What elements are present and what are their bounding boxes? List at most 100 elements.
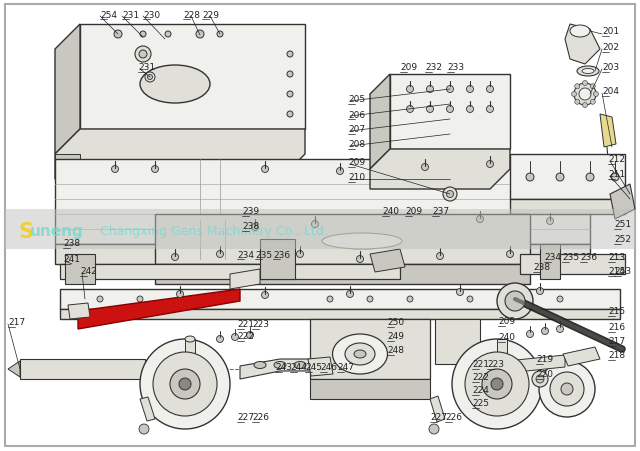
Polygon shape xyxy=(435,319,480,364)
Text: 217: 217 xyxy=(8,318,25,327)
Text: uneng: uneng xyxy=(30,224,84,239)
Circle shape xyxy=(539,361,595,417)
Polygon shape xyxy=(260,239,295,279)
Polygon shape xyxy=(430,396,445,422)
Polygon shape xyxy=(155,215,530,264)
Text: 217: 217 xyxy=(608,337,625,346)
Circle shape xyxy=(140,339,230,429)
Polygon shape xyxy=(520,254,625,274)
Polygon shape xyxy=(55,25,80,155)
Circle shape xyxy=(443,188,457,202)
Circle shape xyxy=(465,352,529,416)
Polygon shape xyxy=(20,359,145,379)
Text: 211: 211 xyxy=(608,170,625,179)
Text: 241: 241 xyxy=(63,255,80,264)
Circle shape xyxy=(232,334,239,341)
Polygon shape xyxy=(563,347,600,366)
Circle shape xyxy=(367,296,373,302)
Circle shape xyxy=(575,100,580,105)
Circle shape xyxy=(536,288,543,295)
Text: 237: 237 xyxy=(432,207,449,216)
Circle shape xyxy=(287,112,293,118)
Text: 205: 205 xyxy=(348,95,365,104)
Text: 229: 229 xyxy=(202,10,219,19)
Ellipse shape xyxy=(185,336,195,342)
Circle shape xyxy=(541,328,548,335)
Text: 238: 238 xyxy=(63,239,80,248)
Text: 223: 223 xyxy=(252,320,269,329)
Text: 254: 254 xyxy=(100,10,117,19)
Text: 244: 244 xyxy=(290,363,307,372)
Circle shape xyxy=(527,331,534,338)
Ellipse shape xyxy=(294,362,306,368)
Text: 238: 238 xyxy=(242,222,259,231)
Text: 234: 234 xyxy=(237,250,254,259)
Circle shape xyxy=(486,86,493,93)
Polygon shape xyxy=(68,304,90,319)
Circle shape xyxy=(147,75,152,80)
Circle shape xyxy=(356,256,364,263)
Text: 247: 247 xyxy=(337,363,354,372)
Text: 220: 220 xyxy=(536,370,553,379)
Circle shape xyxy=(467,106,474,113)
Text: 221: 221 xyxy=(472,360,489,368)
Polygon shape xyxy=(55,160,590,244)
Circle shape xyxy=(177,291,184,298)
Text: 224: 224 xyxy=(472,386,489,395)
Text: 213: 213 xyxy=(608,253,625,262)
Circle shape xyxy=(216,251,223,258)
Text: 225: 225 xyxy=(472,399,489,408)
Polygon shape xyxy=(610,184,635,220)
Polygon shape xyxy=(78,290,240,329)
Circle shape xyxy=(139,424,149,434)
Text: 218: 218 xyxy=(608,351,625,360)
Circle shape xyxy=(550,372,584,406)
Text: 207: 207 xyxy=(348,125,365,134)
Text: 238: 238 xyxy=(533,263,550,272)
Circle shape xyxy=(111,166,118,173)
Circle shape xyxy=(590,100,595,105)
Text: 209: 209 xyxy=(405,207,422,216)
Circle shape xyxy=(590,84,595,89)
Circle shape xyxy=(177,296,183,302)
Text: 204: 204 xyxy=(602,87,619,96)
Circle shape xyxy=(526,174,534,182)
Text: 236: 236 xyxy=(580,253,597,262)
Circle shape xyxy=(179,378,191,390)
Circle shape xyxy=(170,369,200,399)
Text: 223: 223 xyxy=(487,360,504,368)
Circle shape xyxy=(422,164,429,171)
Text: 227: 227 xyxy=(430,413,447,422)
Text: 250: 250 xyxy=(387,318,404,327)
Circle shape xyxy=(497,283,533,319)
Circle shape xyxy=(532,371,548,387)
Circle shape xyxy=(547,218,554,225)
Circle shape xyxy=(447,191,454,198)
Circle shape xyxy=(486,161,493,168)
Circle shape xyxy=(467,296,473,302)
Text: 216: 216 xyxy=(608,323,625,332)
Text: 215: 215 xyxy=(608,307,625,316)
Text: 253: 253 xyxy=(614,267,631,276)
Circle shape xyxy=(135,47,151,63)
Text: 236: 236 xyxy=(273,250,290,259)
Circle shape xyxy=(287,92,293,98)
Text: 245: 245 xyxy=(305,363,322,372)
Circle shape xyxy=(482,369,512,399)
Text: 206: 206 xyxy=(348,110,365,119)
Text: 219: 219 xyxy=(536,355,553,364)
Circle shape xyxy=(572,92,577,97)
Circle shape xyxy=(196,31,204,39)
Circle shape xyxy=(486,106,493,113)
Circle shape xyxy=(582,103,588,108)
Circle shape xyxy=(429,424,439,434)
Text: 203: 203 xyxy=(602,63,619,72)
Circle shape xyxy=(557,326,563,333)
Polygon shape xyxy=(240,359,320,379)
Text: 239: 239 xyxy=(242,207,259,216)
Text: 209: 209 xyxy=(400,63,417,72)
Circle shape xyxy=(574,84,596,106)
Circle shape xyxy=(172,254,179,261)
Circle shape xyxy=(216,336,223,343)
Text: 251: 251 xyxy=(614,220,631,229)
